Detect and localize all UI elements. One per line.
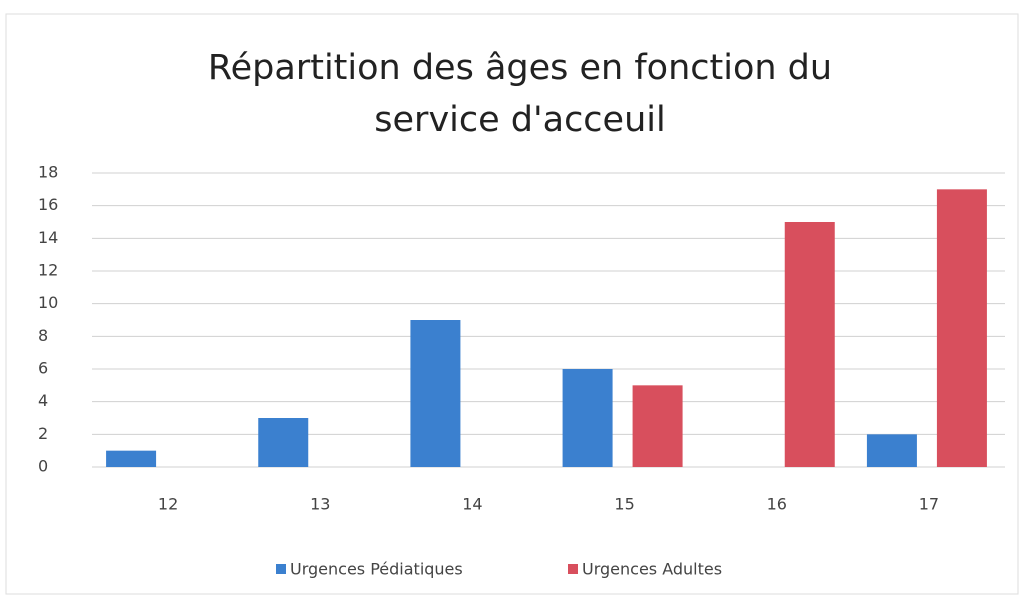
bar	[866, 434, 917, 467]
y-tick-label: 0	[38, 457, 48, 476]
bar	[562, 369, 613, 467]
frame-border	[5, 13, 1019, 595]
x-tick-label: 13	[310, 495, 330, 514]
legend-label: Urgences Pédiatiques	[290, 560, 463, 579]
y-tick-label: 14	[38, 228, 58, 247]
bar	[784, 222, 835, 467]
x-tick-label: 15	[614, 495, 634, 514]
y-tick-label: 18	[38, 163, 58, 182]
y-tick-label: 2	[38, 424, 48, 443]
y-tick-label: 16	[38, 195, 58, 214]
bar	[258, 418, 309, 467]
y-tick-label: 12	[38, 261, 58, 280]
y-tick-label: 8	[38, 326, 48, 345]
y-tick-label: 6	[38, 359, 48, 378]
legend-label: Urgences Adultes	[582, 560, 722, 579]
chart-title: Répartition des âges en fonction du serv…	[207, 48, 833, 140]
y-tick-label: 10	[38, 293, 58, 312]
x-tick-label: 17	[919, 495, 939, 514]
x-tick-label: 16	[767, 495, 787, 514]
x-tick-label: 14	[462, 495, 482, 514]
bar	[106, 450, 157, 467]
bar	[632, 385, 683, 467]
legend-swatch	[276, 564, 286, 574]
legend: Urgences Pédiatiques Urgences Adultes	[276, 560, 722, 579]
x-tick-label: 12	[158, 495, 178, 514]
legend-swatch	[568, 564, 578, 574]
bar	[936, 189, 987, 468]
bar	[410, 320, 461, 467]
y-tick-label: 4	[38, 391, 48, 410]
